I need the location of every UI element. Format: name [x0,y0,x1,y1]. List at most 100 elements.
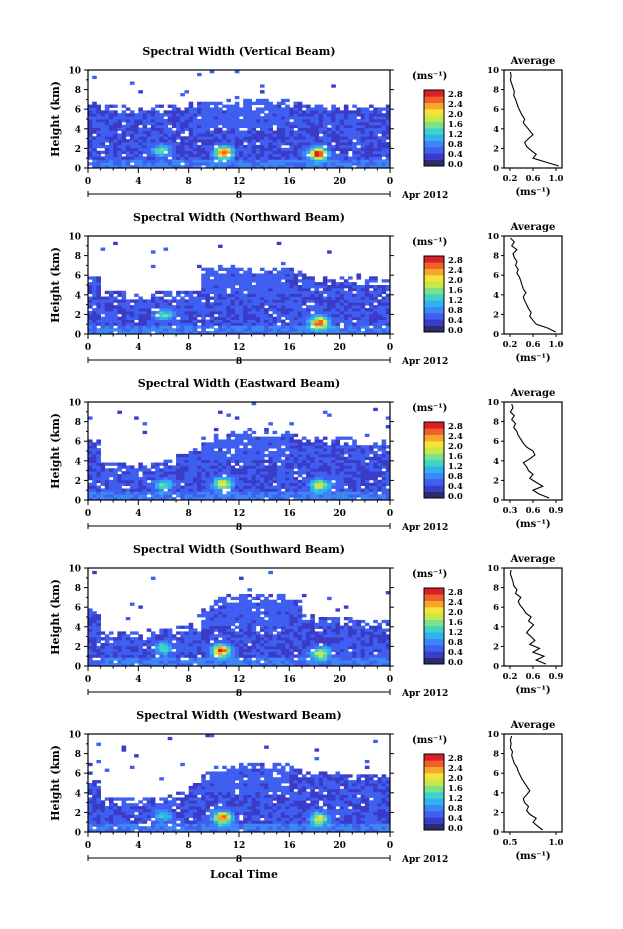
heatmap-cell [142,310,148,315]
heatmap-cell [188,637,194,641]
heatmap-cell [117,468,122,472]
heatmap-cell [327,468,332,472]
heatmap-cell [348,130,353,134]
heatmap-cell [167,119,173,123]
heatmap-cell [129,133,135,137]
heatmap-cell [125,159,131,163]
heatmap-cell [285,308,290,312]
y-tick-label: 10 [68,233,81,243]
heatmap-cell [272,310,278,315]
heatmap-cell [381,319,387,323]
heatmap-cell [255,491,261,495]
heatmap-cell [247,113,252,117]
heatmap-cell [138,156,143,160]
heatmap-cell [100,488,106,492]
heatmap-cell [268,133,273,137]
heatmap-cell [205,476,211,481]
heatmap-cell [184,645,190,650]
heatmap-cell [192,159,198,163]
heatmap-cell [293,276,299,280]
heatmap-cell [239,651,244,655]
heatmap-cell [243,282,248,286]
heatmap-cell [318,113,324,117]
heatmap-cell [306,133,311,137]
heatmap-cell [218,625,223,629]
heatmap-cell [314,282,320,286]
heatmap-cell [335,322,341,326]
heatmap-cell [138,310,143,315]
heatmap-cell [343,124,349,129]
heatmap-cell [381,159,387,163]
heatmap-cell [297,127,303,131]
heatmap-cell [218,267,223,271]
heatmap-cell [171,482,177,486]
heatmap-cell [205,276,211,280]
heatmap-cell [188,657,194,661]
heatmap-cell [289,436,294,440]
heatmap-cell [96,448,101,452]
heatmap-cell [322,308,328,312]
heatmap-cell [163,305,169,309]
heatmap-cell [213,491,219,495]
heatmap-cell [314,133,320,137]
heatmap-cell [348,474,353,478]
heatmap-cell [314,448,320,452]
heatmap-cell [96,165,101,169]
heatmap-cell [348,156,353,160]
heatmap-cell [264,282,269,286]
heatmap-cell [276,296,282,300]
heatmap-cell [352,287,357,292]
heatmap-cell [280,308,286,312]
heatmap-cell [230,282,236,286]
heatmap-cell [192,119,198,123]
heatmap-cell [322,474,328,478]
heatmap-cell [117,663,122,667]
heatmap-cell [243,474,248,478]
heatmap-cell [373,471,378,475]
heatmap-cell [155,479,160,484]
heatmap-cell [247,325,252,329]
heatmap-cell [205,640,211,644]
heatmap-cell [209,139,215,143]
heatmap-cell [88,310,93,315]
heatmap-cell [142,124,148,129]
heatmap-cell [385,165,391,169]
heatmap-cell [163,299,169,303]
heatmap-cell [167,319,173,323]
heatmap-cell [314,465,320,469]
heatmap-cell [243,328,248,332]
heatmap-cell [197,465,202,469]
heatmap-cell [360,488,366,492]
heatmap-cell [96,104,101,108]
heatmap-cell [234,150,240,154]
heatmap-cell [331,159,336,163]
heatmap-cell [259,451,265,455]
heatmap-cell [364,293,370,297]
heatmap-cell [276,139,282,143]
heatmap-cell [343,282,349,286]
heatmap-cell [201,448,206,452]
heatmap-cell [138,660,143,664]
heatmap-cell [205,285,211,289]
heatmap-cell [117,121,122,126]
heatmap-cell [356,296,362,300]
y-axis-label: Height (km) [49,413,62,489]
heatmap-cell [301,482,307,486]
heatmap-cell [268,119,273,123]
heatmap-cell [318,147,324,152]
heatmap-cell [209,631,215,635]
heatmap-cell [385,130,391,134]
heatmap-cell [280,133,286,137]
heatmap-cell [188,625,194,629]
heatmap-cell [306,296,311,300]
heatmap-cell [218,648,223,652]
heatmap-cell [377,325,383,329]
heatmap-cell [255,276,261,280]
heatmap-cell [134,491,139,495]
heatmap-cell [180,116,185,120]
heatmap-cell [369,497,374,501]
heatmap-cell [247,153,252,157]
heatmap-cell [322,331,328,335]
heatmap-cell [209,485,215,489]
